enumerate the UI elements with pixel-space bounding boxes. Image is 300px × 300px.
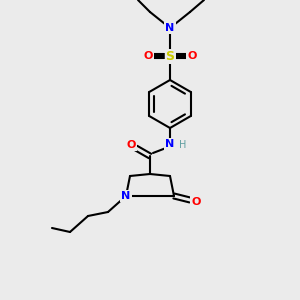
Text: O: O [187,51,197,61]
Text: O: O [191,197,201,207]
Text: H: H [179,140,186,150]
Text: O: O [126,140,136,150]
Text: S: S [166,50,175,62]
Text: N: N [165,139,175,149]
Text: O: O [143,51,153,61]
Text: N: N [122,191,130,201]
Text: N: N [165,23,175,33]
